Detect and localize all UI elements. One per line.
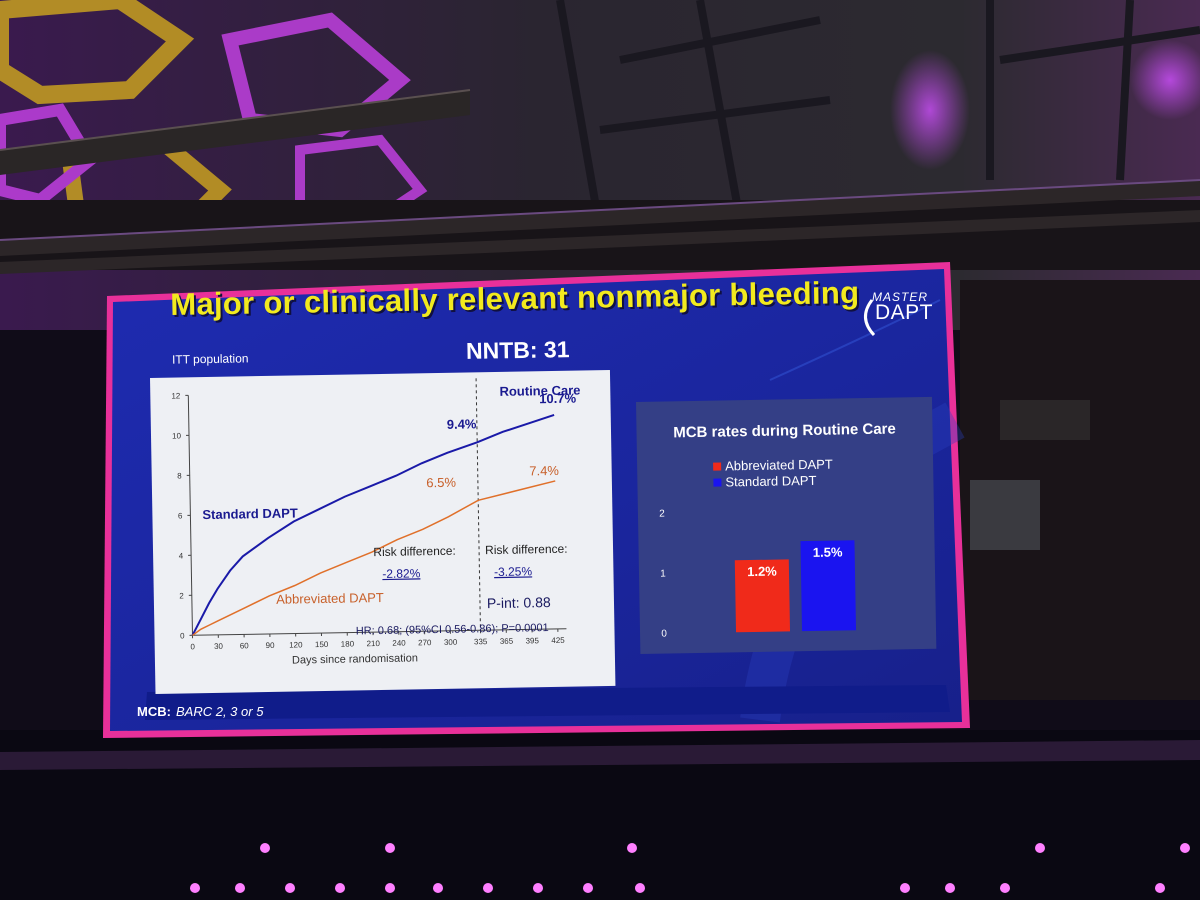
stage-light	[900, 883, 910, 893]
bar-value-label: 1.5%	[813, 544, 843, 560]
logo-text-master: MASTER	[872, 290, 929, 304]
legend-swatch	[713, 462, 722, 471]
km-y-tick-label: 2	[179, 591, 184, 600]
stage-light	[433, 883, 443, 893]
km-x-tick-label: 180	[341, 639, 355, 648]
km-x-tick-label: 120	[289, 640, 303, 649]
stage-light	[1180, 843, 1190, 853]
lower-truss	[0, 740, 1200, 770]
abbreviated-dapt-label: Abbreviated DAPT	[276, 590, 384, 607]
km-x-tick-label: 365	[500, 637, 514, 646]
risk-difference-label: Risk difference:	[485, 542, 568, 557]
km-x-tick-label: 60	[240, 641, 250, 650]
bar-chart-title: MCB rates during Routine Care	[673, 420, 896, 441]
stage-light	[235, 883, 245, 893]
km-chart-background	[150, 369, 616, 694]
footnote-text: BARC 2, 3 or 5	[176, 704, 264, 719]
footnote-strip	[145, 685, 950, 720]
km-x-tick-label: 395	[525, 636, 539, 645]
bar-y-tick-label: 2	[659, 509, 665, 520]
km-x-tick-label: 30	[214, 642, 224, 651]
footnote-label: MCB:	[137, 704, 171, 719]
abbreviated-dapt-curve	[192, 480, 556, 636]
standard-335-value: 9.4%	[447, 416, 477, 432]
km-y-axis	[187, 395, 193, 636]
standard-dapt-label: Standard DAPT	[202, 505, 298, 522]
stage-light	[385, 883, 395, 893]
km-y-tick-label: 12	[171, 391, 181, 400]
abbreviated-425-value: 7.4%	[529, 463, 559, 479]
master-dapt-logo	[864, 299, 876, 337]
stage-light	[385, 843, 395, 853]
ceiling-structure	[556, 0, 1200, 231]
standard-dapt-curve	[191, 414, 555, 636]
km-x-axis-label: Days since randomisation	[292, 652, 418, 666]
bar-value-label: 1.2%	[747, 564, 777, 580]
stage-light	[627, 843, 637, 853]
stage-light	[1035, 843, 1045, 853]
km-x-tick-label: 150	[315, 640, 329, 649]
legend-label: Standard DAPT	[725, 473, 816, 490]
bar-chart-panel: MCB rates during Routine Care 0 1 2 Abbrevi…	[636, 396, 937, 654]
km-x-axis	[192, 628, 567, 636]
bar-standard-dapt	[800, 540, 857, 632]
km-y-tick-label: 8	[177, 471, 182, 480]
population-label: ITT population	[171, 351, 249, 367]
risk-difference-value: -2.82%	[382, 566, 421, 581]
bar-chart-background	[636, 396, 937, 654]
bar-abbreviated-dapt	[734, 559, 791, 633]
bar-y-tick-label: 0	[661, 628, 667, 639]
standard-425-value: 10.7%	[539, 391, 577, 407]
km-x-tick-label: 335	[474, 637, 488, 646]
km-x-tick-label: 425	[551, 636, 565, 645]
hazard-ratio-label: HR: 0.68; (95%CI 0.56-0.86); P=0.0001	[356, 622, 549, 637]
speaker	[1000, 400, 1090, 440]
lighting-truss-diagonal	[0, 89, 471, 175]
stage-light	[335, 883, 345, 893]
legend-label: Abbreviated DAPT	[725, 457, 833, 474]
bar-y-tick-label: 1	[660, 568, 666, 579]
stage-light	[635, 883, 645, 893]
lighting-truss	[0, 179, 1200, 274]
magenta-light-glow	[1130, 40, 1200, 120]
risk-difference-label: Risk difference:	[373, 544, 456, 559]
stage-light	[945, 883, 955, 893]
magenta-light-glow	[890, 50, 970, 170]
stage-light	[583, 883, 593, 893]
km-x-tick-label: 240	[392, 639, 406, 648]
routine-care-label: Routine Care	[499, 382, 580, 398]
km-x-tick-label: 300	[444, 638, 458, 647]
p-interaction-label: P-int: 0.88	[487, 594, 551, 611]
stage-light	[260, 843, 270, 853]
stage-light	[285, 883, 295, 893]
km-y-tick-label: 10	[172, 431, 182, 440]
risk-difference-value: -3.25%	[494, 564, 533, 579]
nntb-subtitle: NNTB: 31	[465, 336, 570, 364]
km-y-tick-label: 0	[180, 631, 185, 640]
stage-light	[483, 883, 493, 893]
legend-swatch	[713, 478, 722, 487]
km-x-tick-label: 270	[418, 638, 432, 647]
stage-lights	[190, 843, 1190, 893]
logo-text-dapt: DAPT	[875, 301, 934, 324]
km-x-tick-label: 0	[190, 642, 195, 651]
km-x-tick-label: 210	[366, 639, 380, 648]
slide-decoration-arc	[769, 299, 941, 381]
stage-light	[190, 883, 200, 893]
abbreviated-335-value: 6.5%	[426, 475, 456, 491]
km-y-tick-label: 6	[178, 511, 183, 520]
km-y-tick-label: 4	[179, 551, 184, 560]
stage-light	[1155, 883, 1165, 893]
camera-rig	[970, 480, 1040, 550]
km-x-tick-label: 90	[266, 641, 276, 650]
stage-light	[1000, 883, 1010, 893]
stage-light	[533, 883, 543, 893]
